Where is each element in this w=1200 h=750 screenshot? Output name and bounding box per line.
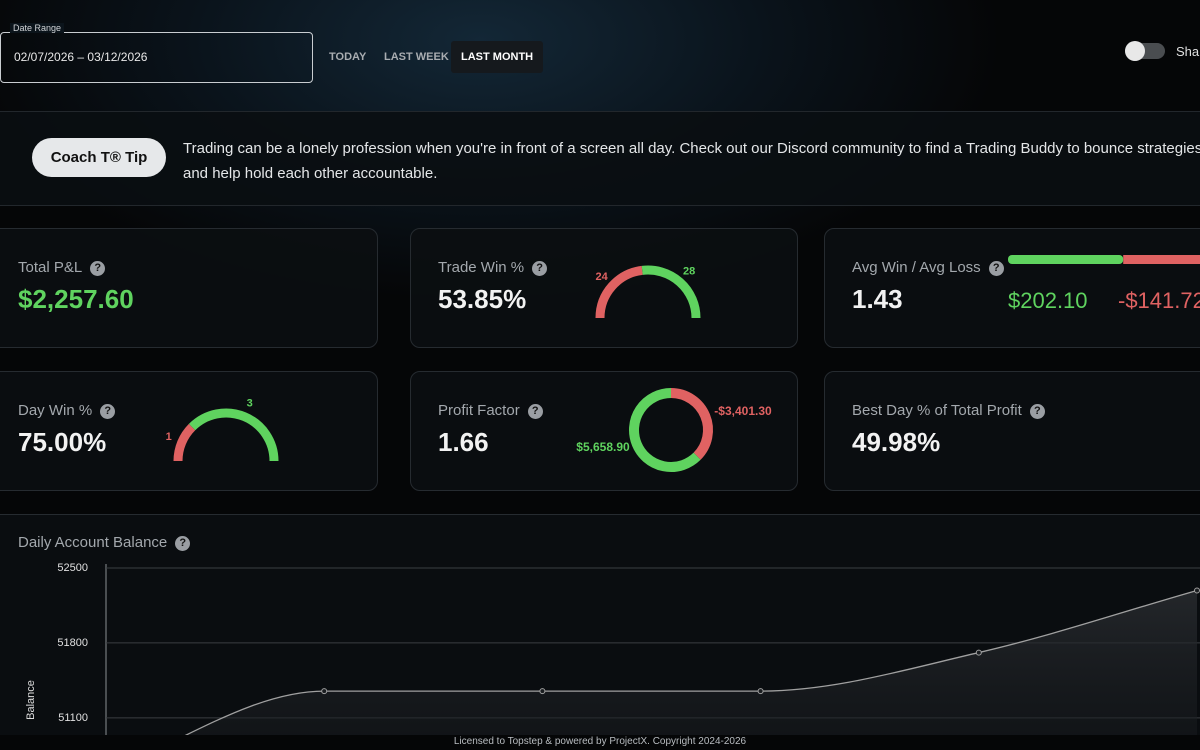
- metric-title: Total P&L?: [18, 259, 106, 276]
- point: [321, 688, 328, 695]
- metric-card: [824, 371, 1200, 491]
- plot: [106, 587, 1200, 735]
- date-range-value: 02/07/2026 – 03/12/2026: [14, 50, 148, 64]
- metric-title: Trade Win %?: [438, 259, 548, 276]
- tip-line: Trading can be a lonely profession when …: [183, 140, 1200, 157]
- help-icon[interactable]: ?: [988, 261, 1004, 276]
- metric-card: [0, 228, 378, 348]
- help-icon[interactable]: ?: [527, 404, 543, 419]
- donut-profit-arc: [629, 388, 701, 472]
- point: [539, 688, 546, 695]
- metric-title-text: Best Day % of Total Profit: [852, 402, 1022, 419]
- help-icon[interactable]: ?: [90, 261, 106, 276]
- chart-title-text: Daily Account Balance: [18, 534, 168, 551]
- metric-value: 75.00%: [18, 427, 107, 457]
- metric-title-text: Trade Win %: [438, 259, 525, 276]
- gauge-win-label: 28: [683, 265, 695, 277]
- area: [106, 590, 1197, 735]
- avg-win-bar: [1008, 255, 1124, 264]
- preset-button[interactable]: LAST WEEK: [384, 51, 449, 63]
- tip-text: Trading can be a lonely profession when …: [183, 136, 1200, 186]
- metric-title-text: Total P&L: [18, 259, 83, 276]
- avg-loss-bar: [1123, 255, 1200, 264]
- donut-profit-label: $5,658.90: [576, 440, 630, 454]
- avg-win-label: $202.10: [1008, 288, 1088, 313]
- y-tick-label: 52500: [57, 562, 88, 574]
- metric-title: Profit Factor?: [438, 402, 543, 419]
- metric-value: 49.98%: [852, 427, 941, 457]
- gauge-loss-arc: [595, 265, 643, 319]
- gauge-loss-label: 1: [166, 431, 172, 443]
- metric-card: [824, 228, 1200, 348]
- gauge-loss-label: 24: [595, 271, 608, 283]
- metric-value: $2,257.60: [18, 284, 134, 314]
- help-icon[interactable]: ?: [1029, 404, 1045, 419]
- metric-title: Day Win %?: [18, 402, 116, 419]
- metric-title-text: Day Win %: [18, 402, 93, 419]
- date-range-field[interactable]: [0, 32, 313, 83]
- metric-card: [410, 371, 798, 491]
- share-toggle[interactable]: [1125, 41, 1165, 61]
- metric-title-text: Avg Win / Avg Loss: [852, 259, 981, 276]
- tip-button[interactable]: Coach T® Tip: [32, 138, 166, 177]
- gauge-win-label: 3: [247, 398, 253, 410]
- point: [1194, 587, 1200, 594]
- point: [757, 688, 764, 695]
- chart-title: Daily Account Balance?: [18, 534, 191, 551]
- metric-value: 1.43: [852, 284, 903, 314]
- donut-loss-arc: [670, 388, 713, 460]
- preset-button[interactable]: TODAY: [329, 51, 367, 63]
- metric-value: 1.66: [438, 427, 489, 457]
- balance-line: [184, 589, 1198, 735]
- avg-loss-label: -$141.72: [1118, 288, 1200, 313]
- donut-loss-label: -$3,401.30: [714, 404, 772, 418]
- y-tick-label: 51800: [57, 637, 88, 649]
- y-axis-label: Balance: [25, 680, 37, 720]
- metric-title: Best Day % of Total Profit?: [852, 402, 1045, 419]
- help-icon[interactable]: ?: [532, 261, 548, 276]
- tip-line: and help hold each other accountable.: [183, 165, 438, 182]
- gauge-loss-arc: [173, 423, 196, 462]
- field-label: Date Range: [10, 23, 65, 33]
- metric-value: 53.85%: [438, 284, 527, 314]
- share-label: Share: [1176, 44, 1200, 59]
- gauge-win-arc: [188, 408, 279, 462]
- point: [975, 649, 982, 656]
- footer: Licensed to Topstep & powered by Project…: [0, 735, 1200, 750]
- metric-title-text: Profit Factor: [438, 402, 520, 419]
- metric-card: [410, 228, 798, 348]
- preset-button[interactable]: LAST MONTH: [451, 41, 544, 73]
- metric-title: Avg Win / Avg Loss?: [852, 259, 1004, 276]
- y-tick-label: 51100: [58, 712, 88, 724]
- gauge-win-arc: [641, 265, 701, 319]
- tip-banner: [0, 111, 1200, 206]
- help-icon[interactable]: ?: [100, 404, 116, 419]
